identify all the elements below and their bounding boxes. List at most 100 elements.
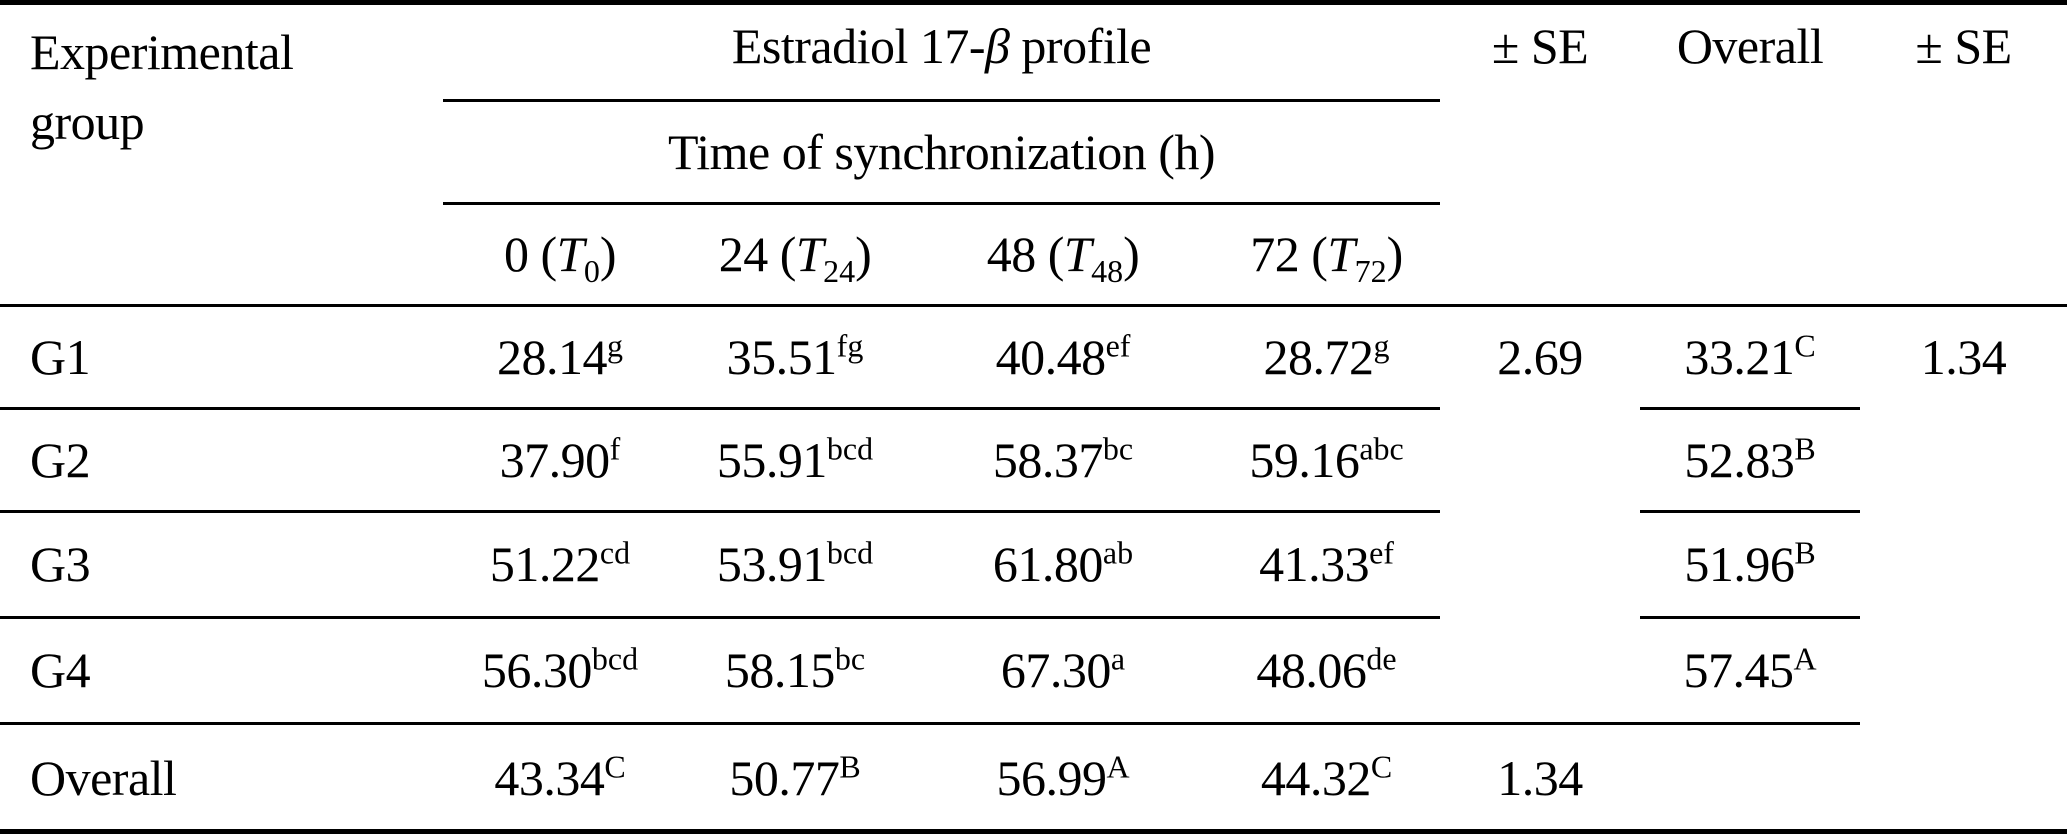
- cell-g3-t48: 61.80ab: [913, 511, 1213, 619]
- cell-g3-t24: 53.91bcd: [677, 511, 913, 619]
- column-header-experimental-group: Experimental group: [0, 5, 443, 305]
- value: 35.51: [726, 328, 838, 385]
- value: 40.48: [995, 328, 1107, 385]
- significance-superscript: bc: [834, 640, 866, 677]
- t0-subscript: 0: [583, 253, 600, 289]
- significance-superscript: C: [1370, 748, 1393, 785]
- significance-superscript: ef: [1105, 326, 1131, 363]
- cell-g1-t24: 35.51fg: [677, 305, 913, 410]
- t48-post: ): [1123, 226, 1140, 282]
- cell-g3-se: [1440, 511, 1640, 617]
- significance-superscript: g: [1373, 326, 1390, 363]
- significance-superscript: g: [607, 326, 623, 363]
- cell-g4-t48: 67.30a: [913, 617, 1213, 725]
- column-header-se-2: ± SE: [1915, 18, 2012, 74]
- value: 48.06: [1256, 642, 1367, 698]
- t48-symbol: T: [1063, 226, 1092, 282]
- cell-g2-se2: [1860, 408, 2067, 511]
- value: 28.72: [1263, 328, 1375, 385]
- significance-superscript: B: [1794, 429, 1816, 466]
- t0-pre: 0 (: [503, 226, 557, 282]
- significance-superscript: C: [1794, 326, 1816, 363]
- cell-overall-se: 1.34: [1497, 749, 1583, 806]
- cell-overall-t72: 44.32C: [1213, 723, 1440, 831]
- cell-overall-se2: [1860, 723, 2067, 831]
- significance-superscript: bcd: [826, 534, 874, 571]
- value: 50.77: [729, 749, 840, 806]
- value: 28.14: [497, 328, 608, 385]
- significance-superscript: fg: [836, 326, 864, 363]
- cell-g2-overall: 52.83B: [1640, 408, 1861, 513]
- estradiol-beta-symbol: β: [985, 18, 1010, 74]
- row-label: G3: [0, 511, 443, 619]
- significance-superscript: B: [1794, 534, 1816, 571]
- value: 51.96: [1684, 536, 1795, 592]
- cell-g3-se2: [1860, 511, 2067, 617]
- column-header-se-1: ± SE: [1491, 18, 1589, 74]
- cell-g4-se: [1440, 617, 1641, 725]
- cell-overall-t24: 50.77B: [677, 723, 913, 831]
- row-label: Overall: [30, 749, 177, 806]
- t72-post: ): [1386, 226, 1404, 282]
- value: 37.90: [499, 431, 611, 488]
- cell-g2-t0: 37.90f: [443, 408, 677, 513]
- table-row-overall: Overall 43.34C 50.77B 56.99A 44.32C 1.34: [0, 723, 2067, 831]
- significance-superscript: C: [604, 748, 626, 785]
- column-header-estradiol-profile: Estradiol 17-β profile: [443, 5, 1441, 102]
- value: 41.33: [1259, 536, 1370, 592]
- table-body: G1 28.14g 35.51fg 40.48ef 28.72g 2.69 33…: [0, 305, 2067, 831]
- significance-superscript: ef: [1369, 534, 1394, 571]
- cell-g4-t72: 48.06de: [1213, 617, 1441, 725]
- value: 61.80: [992, 536, 1104, 592]
- significance-superscript: A: [1106, 748, 1130, 785]
- cell-g3-overall: 51.96B: [1640, 511, 1861, 619]
- row-label: G2: [0, 408, 443, 513]
- significance-superscript: bcd: [591, 640, 639, 677]
- cell-g2-se: [1440, 408, 1640, 511]
- significance-superscript: bc: [1102, 429, 1134, 466]
- t48-subscript: 48: [1091, 253, 1124, 289]
- t24-subscript: 24: [823, 253, 856, 289]
- estradiol-label-pre: Estradiol 17-: [731, 18, 986, 74]
- cell-g4-overall: 57.45A: [1640, 617, 1861, 725]
- cell-g1-t0: 28.14g: [443, 305, 677, 410]
- cell-g4-t0: 56.30bcd: [443, 617, 677, 725]
- cell-g1-se: 2.69: [1497, 329, 1583, 386]
- significance-superscript: cd: [599, 534, 631, 571]
- column-header-t0: 0 (T0): [443, 203, 677, 305]
- cell-g3-t0: 51.22cd: [443, 511, 677, 619]
- t72-subscript: 72: [1354, 253, 1387, 289]
- estradiol-profile-table: Experimental group Estradiol 17-β profil…: [0, 5, 2067, 831]
- estradiol-label-post: profile: [1009, 18, 1152, 74]
- value: 58.15: [724, 642, 836, 698]
- cell-g4-se2: [1860, 617, 2067, 723]
- value: 33.21: [1684, 328, 1795, 385]
- cell-g1-se2: 1.34: [1920, 329, 2007, 386]
- table-row-g2: G2 37.90f 55.91bcd 58.37bc 59.16abc 52.8…: [0, 408, 2067, 513]
- value: 44.32: [1260, 749, 1372, 806]
- column-header-overall: Overall: [1676, 18, 1824, 74]
- table-header: Experimental group Estradiol 17-β profil…: [0, 5, 2067, 305]
- t48-pre: 48 (: [986, 226, 1065, 282]
- value: 55.91: [716, 431, 828, 488]
- column-header-t48: 48 (T48): [913, 203, 1213, 305]
- cell-g2-t48: 58.37bc: [913, 408, 1213, 513]
- value: 56.30: [481, 642, 593, 698]
- t0-post: ): [599, 226, 617, 282]
- significance-superscript: a: [1110, 640, 1126, 677]
- significance-superscript: f: [609, 429, 621, 466]
- value: 43.34: [494, 749, 605, 806]
- t72-pre: 72 (: [1250, 226, 1328, 282]
- cell-g1-t72: 28.72g: [1213, 305, 1441, 410]
- experimental-group-label: Experimental group: [30, 24, 294, 150]
- value: 59.16: [1249, 431, 1360, 488]
- table-row-g4: G4 56.30bcd 58.15bc 67.30a 48.06de 57.45…: [0, 617, 2067, 725]
- cell-overall-t48: 56.99A: [913, 723, 1213, 831]
- value: 51.22: [489, 536, 601, 592]
- value: 67.30: [1000, 642, 1112, 698]
- cell-g1-t48: 40.48ef: [913, 305, 1213, 410]
- value: 53.91: [716, 536, 828, 592]
- row-label: G4: [0, 617, 443, 725]
- significance-superscript: A: [1793, 640, 1817, 677]
